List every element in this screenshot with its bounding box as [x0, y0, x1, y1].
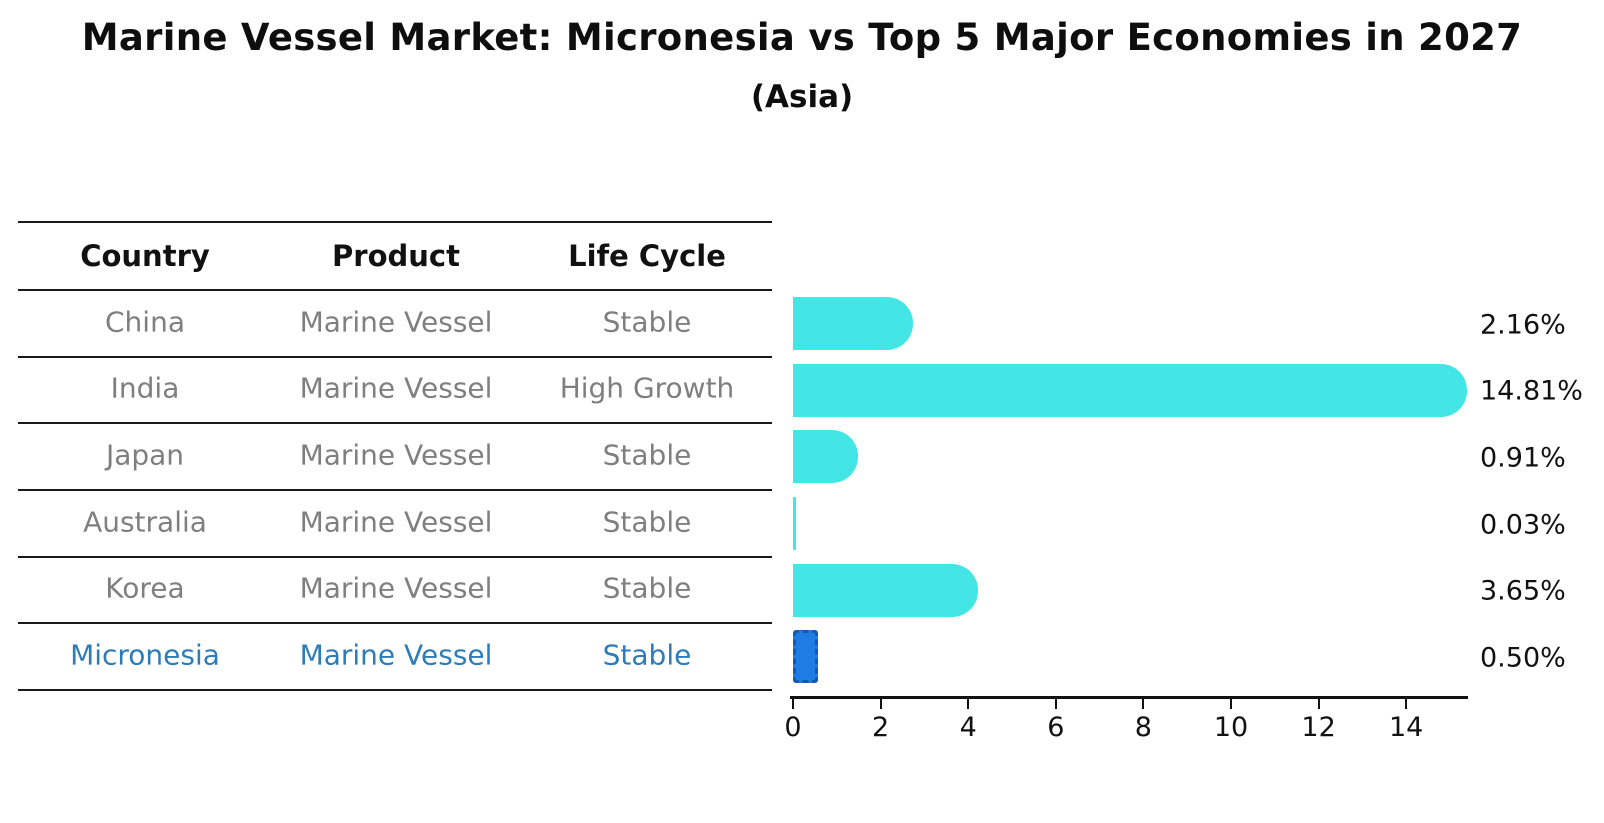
- bar-australia: [793, 497, 796, 550]
- table-divider: [18, 422, 772, 424]
- x-tick-label: 6: [1047, 712, 1065, 743]
- cell-life-cycle-india: High Growth: [559, 371, 735, 405]
- x-tick-label: 14: [1389, 712, 1424, 743]
- value-label-japan: 0.91%: [1480, 442, 1566, 473]
- bar-micronesia: [793, 630, 818, 683]
- bar-japan: [793, 430, 858, 483]
- x-tick-label: 4: [959, 712, 977, 743]
- column-header-country: Country: [80, 239, 210, 273]
- table-divider: [18, 356, 772, 358]
- table-divider: [18, 289, 772, 291]
- value-label-korea: 3.65%: [1480, 575, 1566, 607]
- cell-life-cycle-china: Stable: [602, 305, 692, 338]
- x-tick-label: 2: [872, 712, 890, 743]
- chart-title: Marine Vessel Market: Micronesia vs Top …: [81, 16, 1523, 59]
- cell-life-cycle-korea: Stable: [602, 571, 692, 605]
- cell-product-japan: Marine Vessel: [299, 438, 493, 471]
- x-axis-line: [790, 696, 1468, 699]
- cell-product-china: Marine Vessel: [299, 305, 493, 338]
- x-tick-label: 0: [784, 712, 802, 743]
- x-tick-label: 10: [1213, 712, 1249, 743]
- cell-country-micronesia: Micronesia: [70, 638, 220, 671]
- cell-country-china: China: [105, 305, 185, 338]
- bar-korea: [793, 563, 978, 617]
- bar-india: [793, 363, 1467, 417]
- x-tick-label: 8: [1134, 712, 1152, 743]
- x-tick: [967, 699, 970, 709]
- cell-product-micronesia: Marine Vessel: [299, 638, 493, 671]
- value-label-australia: 0.03%: [1480, 509, 1566, 540]
- cell-country-japan: Japan: [105, 438, 185, 471]
- cell-country-korea: Korea: [105, 571, 185, 605]
- value-label-india: 14.81%: [1480, 375, 1583, 407]
- cell-country-india: India: [110, 371, 180, 405]
- x-tick: [1142, 699, 1145, 709]
- value-label-china: 2.16%: [1480, 309, 1566, 340]
- table-divider: [18, 622, 772, 624]
- table-divider: [18, 689, 772, 691]
- table-divider: [18, 489, 772, 491]
- value-label-micronesia: 0.50%: [1480, 642, 1566, 673]
- table-divider: [18, 556, 772, 558]
- table-divider: [18, 221, 772, 223]
- cell-country-australia: Australia: [83, 505, 207, 538]
- x-tick-label: 12: [1301, 712, 1336, 743]
- x-tick: [1405, 699, 1408, 709]
- x-tick: [1054, 699, 1057, 709]
- x-tick: [879, 699, 882, 709]
- cell-life-cycle-micronesia: Stable: [602, 638, 692, 671]
- cell-life-cycle-japan: Stable: [602, 438, 692, 471]
- x-tick: [1317, 699, 1320, 709]
- cell-life-cycle-australia: Stable: [602, 505, 692, 538]
- bar-china: [793, 297, 913, 350]
- x-tick: [792, 699, 794, 709]
- chart-subtitle: (Asia): [750, 79, 854, 115]
- x-tick: [1230, 699, 1232, 709]
- cell-product-australia: Marine Vessel: [299, 505, 493, 538]
- cell-product-india: Marine Vessel: [299, 371, 493, 405]
- cell-product-korea: Marine Vessel: [299, 571, 493, 605]
- column-header-life-cycle: Life Cycle: [568, 239, 726, 273]
- column-header-product: Product: [332, 239, 460, 273]
